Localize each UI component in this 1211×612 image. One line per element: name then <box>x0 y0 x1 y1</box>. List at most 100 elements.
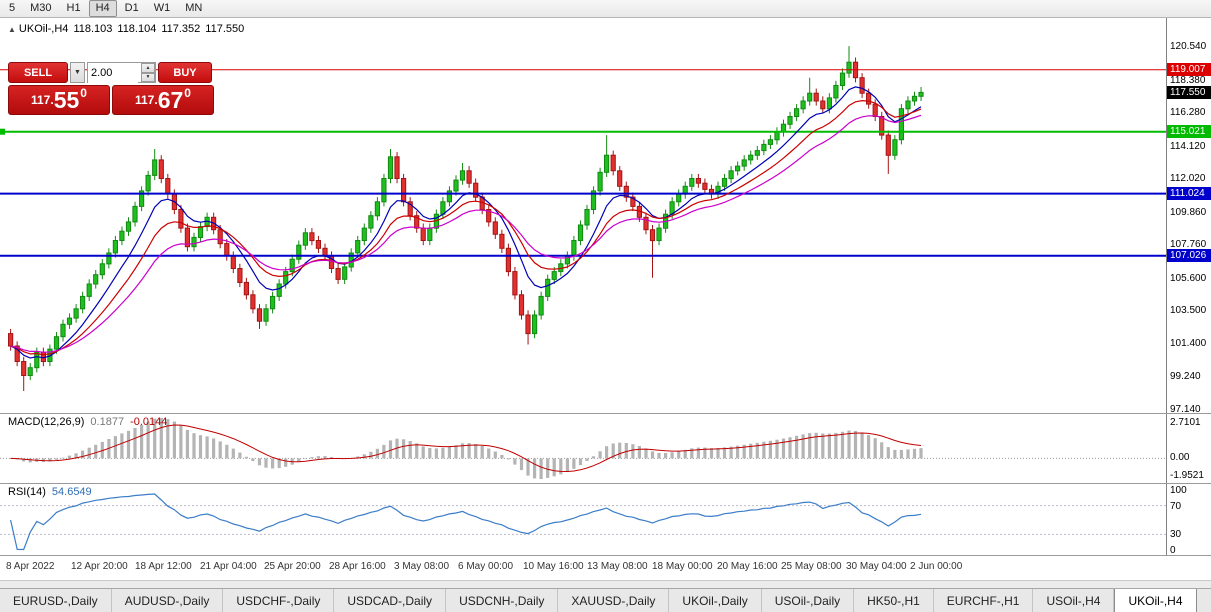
ohlc-close: 117.550 <box>205 23 245 35</box>
price-axis[interactable]: 2.7101 0.00 -1.9521 120.540 118.380 116.28… <box>1166 18 1211 556</box>
time-label: 21 Apr 04:00 <box>200 561 257 572</box>
rsi-canvas <box>0 493 1166 551</box>
timeframe-button-W1[interactable]: W1 <box>153 2 171 14</box>
tab-eurusd-daily[interactable]: EURUSD-,Daily <box>0 589 112 612</box>
tab-usdchf-daily[interactable]: USDCHF-,Daily <box>223 589 335 612</box>
ask-prefix: 117. <box>135 93 158 107</box>
macd-signal-value: -0.0144 <box>130 416 168 428</box>
price-tick: 116.280 <box>1170 107 1206 118</box>
moving-average-8 <box>10 86 922 359</box>
tab-eurchf-h1[interactable]: EURCHF-,H1 <box>934 589 1034 612</box>
chart-symbol-icon: ▲ <box>8 25 16 34</box>
time-label: 10 May 16:00 <box>523 561 584 572</box>
bid-big-digits: 55 <box>53 86 80 113</box>
buy-button[interactable]: BUY <box>158 62 212 83</box>
ohlc-high: 118.104 <box>117 23 157 35</box>
timeframe-button-MN[interactable]: MN <box>185 2 203 14</box>
main-chart[interactable]: ▲ UKOil-,H4 118.103 118.104 117.352 117.550 S… <box>0 18 1166 413</box>
ask-big-digits: 67 <box>157 86 184 113</box>
timeframe-button-D1[interactable]: D1 <box>124 2 139 14</box>
rsi-value: 54.6549 <box>51 486 92 498</box>
rsi-axis-label: 0 <box>1170 545 1176 556</box>
horizontal-scrollbar[interactable] <box>0 580 1211 588</box>
macd-label: MACD(12,26,9) 0.1877 -0.0144 <box>8 416 167 428</box>
time-label: 30 May 04:00 <box>846 561 907 572</box>
time-label: 18 Apr 12:00 <box>135 561 192 572</box>
tab-usoil-daily[interactable]: USOil-,Daily <box>762 589 855 612</box>
tab-hk50-h1[interactable]: HK50-,H1 <box>854 589 934 612</box>
volume-field: ▲ ▼ <box>87 62 156 83</box>
bid-quote-button[interactable]: 117. 55 0 <box>8 85 110 115</box>
bid-prefix: 117. <box>31 93 54 107</box>
panel-separator[interactable] <box>0 483 1211 484</box>
spin-up-icon[interactable]: ▲ <box>141 63 155 73</box>
tab-usoil-h4[interactable]: USOil-,H4 <box>1033 589 1115 612</box>
ask-quote-button[interactable]: 117. 67 0 <box>112 85 214 115</box>
price-tick: 114.120 <box>1170 141 1206 152</box>
macd-indicator-panel[interactable]: MACD(12,26,9) 0.1877 -0.0144 <box>0 414 1166 483</box>
time-label: 18 May 00:00 <box>652 561 713 572</box>
tab-xauusd-daily[interactable]: XAUUSD-,Daily <box>558 589 670 612</box>
macd-signal-line <box>10 424 922 473</box>
tab-audusd-daily[interactable]: AUDUSD-,Daily <box>112 589 224 612</box>
price-tick: 120.540 <box>1170 41 1207 52</box>
price-level-badge: 119.007 <box>1167 63 1211 76</box>
rsi-axis-label: 30 <box>1170 529 1182 540</box>
moving-average-14 <box>10 99 922 356</box>
timeframe-button-H1[interactable]: H1 <box>66 2 81 14</box>
panel-separator <box>0 555 1211 556</box>
price-tick: 109.860 <box>1170 207 1207 218</box>
hline-anchor-marker[interactable] <box>0 128 5 135</box>
timeframe-button-5[interactable]: 5 <box>9 2 16 14</box>
price-tick: 99.240 <box>1170 371 1201 382</box>
time-axis[interactable]: 8 Apr 2022 12 Apr 20:00 18 Apr 12:00 21 Apr… <box>0 556 1166 580</box>
time-label: 25 Apr 20:00 <box>264 561 321 572</box>
macd-canvas <box>0 418 1166 479</box>
spin-down-icon[interactable]: ▼ <box>141 72 155 82</box>
tab-usdcnh-daily[interactable]: USDCNH-,Daily <box>446 589 559 612</box>
ask-sup-digit: 0 <box>184 86 191 100</box>
macd-name: MACD(12,26,9) <box>8 416 85 428</box>
rsi-indicator-panel[interactable]: RSI(14) 54.6549 <box>0 484 1166 556</box>
price-tick: 97.140 <box>1170 404 1201 415</box>
rsi-label: RSI(14) 54.6549 <box>8 486 92 498</box>
time-label: 20 May 16:00 <box>717 561 778 572</box>
macd-axis-bottom: -1.9521 <box>1170 470 1204 481</box>
time-label: 3 May 08:00 <box>394 561 450 572</box>
tab-usdcad-daily[interactable]: USDCAD-,Daily <box>334 589 447 612</box>
one-click-trading-panel: SELL ▼ ▲ ▼ BUY 117.550 117.670 <box>8 62 214 115</box>
timeframe-button-M30[interactable]: M30 <box>30 2 52 14</box>
time-label: 28 Apr 16:00 <box>329 561 386 572</box>
macd-main-value: 0.1877 <box>90 416 125 428</box>
price-tick: 103.500 <box>1170 305 1207 316</box>
bid-sup-digit: 0 <box>80 86 87 100</box>
rsi-axis-label: 100 <box>1170 485 1187 496</box>
chart-header: ▲ UKOil-,H4 118.103 118.104 117.352 117.550 <box>8 23 249 35</box>
panel-separator[interactable] <box>0 413 1211 414</box>
time-label: 25 May 08:00 <box>781 561 842 572</box>
timeframe-button-H4[interactable]: H4 <box>88 0 117 17</box>
tab-ukoil-daily[interactable]: UKOil-,Daily <box>669 589 762 612</box>
rsi-line <box>10 493 922 551</box>
chart-tab-bar: EURUSD-,Daily AUDUSD-,Daily USDCHF-,Daily U… <box>0 588 1211 612</box>
volume-dropdown-icon[interactable]: ▼ <box>70 62 85 83</box>
sell-button[interactable]: SELL <box>8 62 68 83</box>
price-tick: 112.020 <box>1170 173 1206 184</box>
macd-axis-top: 2.7101 <box>1170 417 1201 428</box>
time-label: 2 Jun 00:00 <box>910 561 963 572</box>
price-level-badge: 111.024 <box>1167 187 1211 200</box>
volume-stepper: ▲ ▼ <box>141 63 155 82</box>
chart-title: UKOil-,H4 <box>18 23 69 35</box>
price-level-badge: 115.021 <box>1167 125 1211 138</box>
price-level-badge: 107.026 <box>1167 249 1211 262</box>
price-tick: 107.760 <box>1170 239 1207 250</box>
time-label: 6 May 00:00 <box>458 561 514 572</box>
time-label: 12 Apr 20:00 <box>71 561 128 572</box>
tab-ukoil-h4[interactable]: UKOil-,H4 <box>1114 589 1197 612</box>
moving-average-22 <box>10 114 922 353</box>
rsi-axis-label: 70 <box>1170 501 1182 512</box>
macd-axis-zero: 0.00 <box>1170 452 1190 463</box>
volume-input[interactable] <box>88 63 138 83</box>
time-label: 13 May 08:00 <box>587 561 648 572</box>
price-level-badge: 117.550 <box>1167 86 1211 99</box>
